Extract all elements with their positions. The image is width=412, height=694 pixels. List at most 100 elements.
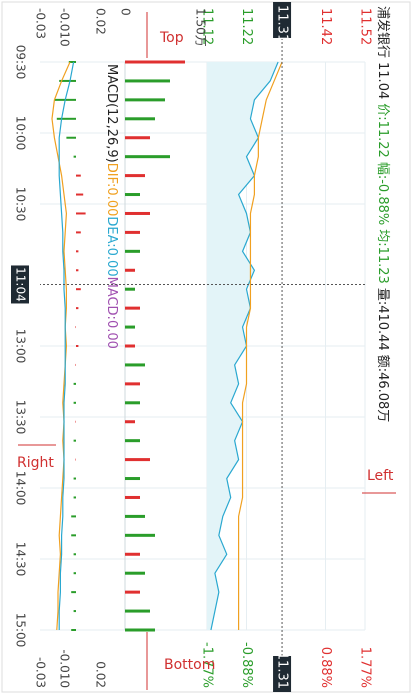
header-item: 幅:-0.88% [376, 162, 391, 225]
macd-bar [73, 610, 76, 613]
macd-tick-label: -0.03 [34, 8, 48, 39]
x-tick-label: 15:00 [14, 613, 28, 648]
x-tick-label: 10:30 [14, 187, 28, 222]
macd-header-item: MACD(12,26,9) [105, 64, 120, 163]
volume-bar [125, 552, 140, 556]
macd-bar [73, 382, 76, 385]
volume-bar [125, 420, 135, 424]
macd-bar [71, 591, 76, 594]
rotated-chart: 浦发银行 11.04 价:11.22 幅:-0.88% 均:11.23 量:410.44 额… [11, 2, 392, 692]
x-tick-label: 14:00 [14, 471, 28, 506]
header-item: 11.04 [376, 62, 391, 99]
macd-bar [75, 231, 81, 234]
x-tick-label: 14:30 [14, 542, 28, 577]
macd-bar [75, 174, 81, 177]
macd-bar [75, 345, 79, 347]
macd-bar [75, 420, 76, 423]
volume-bar [125, 533, 155, 537]
volume-bar [125, 401, 140, 405]
macd-bar [75, 288, 81, 291]
volume-bar [125, 98, 165, 102]
macd-bar [71, 515, 76, 518]
macd-bar [75, 250, 79, 253]
crosshair-y-box [273, 2, 292, 38]
macd-bar [73, 553, 76, 556]
macd-bar [73, 439, 76, 442]
right-label: Right [17, 455, 54, 471]
volume-bar [125, 60, 185, 64]
macd-bar [73, 155, 76, 158]
volume-bar [125, 211, 150, 215]
volume-bar [125, 325, 135, 329]
x-tick-label: 09:30 [14, 45, 28, 80]
crosshair-y-box [273, 656, 292, 692]
macd-header-item: MACD:0.00 [105, 277, 120, 349]
macd-bar [75, 269, 79, 272]
volume-bar [125, 136, 150, 140]
x-tick-label: 10:00 [14, 116, 28, 151]
header-item: 价:11.22 [376, 103, 391, 158]
crosshair-x-box [11, 265, 29, 304]
crosshair-y-label: 11.31 [275, 652, 290, 689]
macd-bar [59, 79, 76, 82]
macd-bar [75, 326, 76, 329]
volume-bar [125, 495, 140, 499]
macd-bar [73, 496, 76, 499]
header-item: 均:11.23 [376, 229, 391, 284]
macd-bar [75, 307, 79, 310]
volume-bar [125, 230, 140, 234]
y2-tick-label: 1.77% [358, 647, 373, 688]
volume-bar [125, 628, 155, 632]
volume-bar [125, 571, 145, 575]
bottom-label: Bottom [164, 657, 215, 673]
y-tick-label: 11.42 [318, 8, 333, 45]
volume-tick-label: 1.50万 [194, 8, 208, 47]
volume-bar [125, 268, 135, 272]
volume-bar [125, 609, 150, 613]
macd-bar [71, 629, 76, 631]
macd-bar [71, 534, 76, 537]
volume-bar [125, 477, 140, 481]
volume-bar [125, 344, 135, 348]
volume-bar [125, 458, 150, 462]
macd-bar [76, 193, 84, 196]
top-label: Top [159, 30, 184, 46]
header-item: 浦发银行 [376, 6, 392, 58]
volume-bar [125, 249, 140, 253]
volume-bar [125, 439, 140, 443]
macd-bar [76, 212, 86, 215]
y-tick-label: 11.22 [239, 8, 254, 45]
macd-header-item: DIF:0.00 [105, 163, 120, 217]
volume-bar [125, 174, 145, 178]
header-item: 量:410.44 [376, 288, 391, 351]
macd-bar [75, 363, 76, 366]
header-item: 额:46.08万 [376, 355, 391, 423]
header: 浦发银行 11.04 价:11.22 幅:-0.88% 均:11.23 量:410.44 额… [376, 6, 392, 422]
y-tick-label: 11.52 [358, 8, 373, 45]
volume-bar [125, 514, 145, 518]
volume-bar [125, 117, 155, 121]
macd-bar [56, 117, 76, 120]
volume-bar [125, 287, 135, 291]
x-tick-label: 13:00 [14, 329, 28, 364]
volume-bar [125, 193, 140, 197]
dif-line [51, 61, 71, 631]
y2-tick-label: -1.77% [200, 642, 215, 688]
left-label: Left [367, 468, 394, 484]
dea-line [58, 61, 75, 630]
macd-bar [75, 458, 76, 461]
macd-tick-label-right: -0.010 [58, 649, 72, 688]
macd-header-item: DEA:0.00 [105, 216, 120, 276]
macd-bar [66, 136, 76, 139]
macd-header: MACD(12,26,9)DIF:0.00DEA:0.00MACD:0.00 [105, 64, 120, 349]
macd-bar [73, 401, 76, 404]
average-line [238, 61, 283, 630]
macd-bar [68, 61, 76, 63]
y-tick-label: 11.12 [200, 8, 215, 45]
crosshair-x-label: 11:04 [14, 267, 28, 302]
macd-bar [73, 572, 76, 575]
crosshair-y-label: 11.31 [275, 5, 290, 42]
volume-tick-label: 0 [119, 8, 133, 16]
